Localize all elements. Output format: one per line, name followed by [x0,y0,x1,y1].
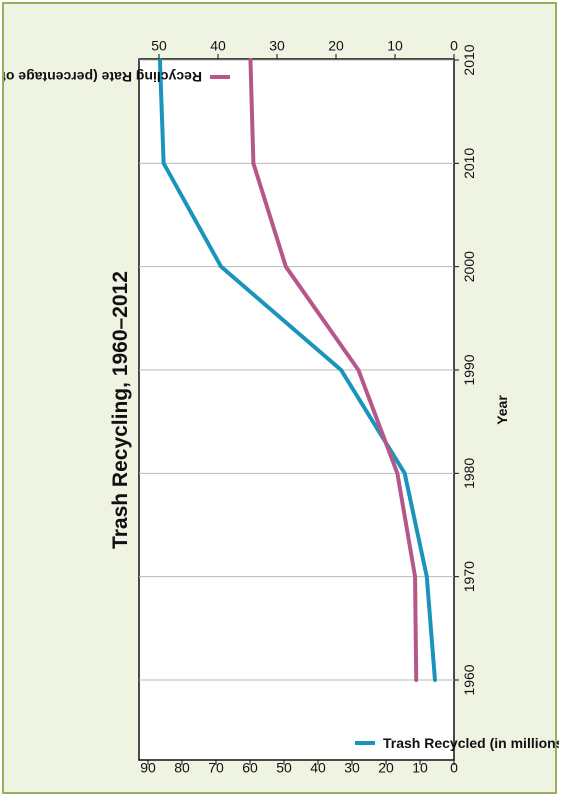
right-tick-label: 30 [269,38,285,54]
right-tick-label: 10 [387,38,403,54]
gridlines-overlay [139,59,454,681]
x-tick-label: 1960 [461,664,477,695]
x-tick-label: 1980 [461,458,477,489]
right-tick-label: 20 [328,38,344,54]
legend-label-recycling-rate: Recycling Rate (percentage of total tras… [4,69,202,85]
x-tick-label: 2010 [461,148,477,179]
x-tick-label: 1990 [461,354,477,385]
x-tick-label: 2010 [461,44,477,75]
x-axis-ticks: 1960 1970 1980 1990 2000 2010 2010 [454,44,477,696]
left-tick-label: 90 [140,760,156,776]
right-tick-label: 40 [210,38,226,54]
x-axis-title: Year [494,395,510,425]
legend-left: Trash Recycled (in millions of tons) [355,735,559,751]
series-line-recycling-rate [248,58,419,682]
series-lines [157,58,437,682]
chart-title: Trash Recycling, 1960–2012 [109,271,132,549]
x-tick-label: 2000 [461,251,477,282]
left-tick-label: 70 [208,760,224,776]
left-tick-label: 50 [276,760,292,776]
left-tick-label: 0 [450,760,458,776]
right-tick-label: 0 [450,38,458,54]
left-tick-label: 10 [412,760,428,776]
left-axis-ticks: 0 10 20 30 40 50 60 70 80 90 [140,760,458,776]
left-tick-label: 30 [344,760,360,776]
legend-right: Recycling Rate (percentage of total tras… [4,69,230,85]
plot-area [138,58,455,761]
left-tick-label: 60 [242,760,258,776]
left-tick-label: 20 [378,760,394,776]
left-tick-label: 40 [310,760,326,776]
left-tick-label: 80 [174,760,190,776]
x-tick-label: 1970 [461,561,477,592]
right-axis-ticks: 0 10 20 30 40 50 [151,38,458,59]
series-line-trash-recycled [157,58,437,682]
legend-label-trash-recycled: Trash Recycled (in millions of tons) [383,735,559,751]
right-tick-label: 50 [151,38,167,54]
